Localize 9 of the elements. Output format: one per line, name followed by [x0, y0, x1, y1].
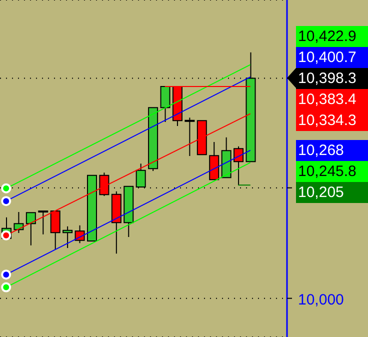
y-tick-label: 10,398.3 [296, 68, 368, 89]
text: 10,205 [296, 182, 368, 203]
text: 10,268 [296, 140, 368, 161]
text: 10,334.3 [296, 110, 368, 131]
text: 10,383.4 [296, 88, 368, 110]
text: 10,245.8 [296, 160, 368, 182]
y-tick-label: 10,000 [298, 291, 344, 308]
text: 10,422.9 [296, 26, 368, 47]
text: 10,400.7 [296, 46, 368, 68]
